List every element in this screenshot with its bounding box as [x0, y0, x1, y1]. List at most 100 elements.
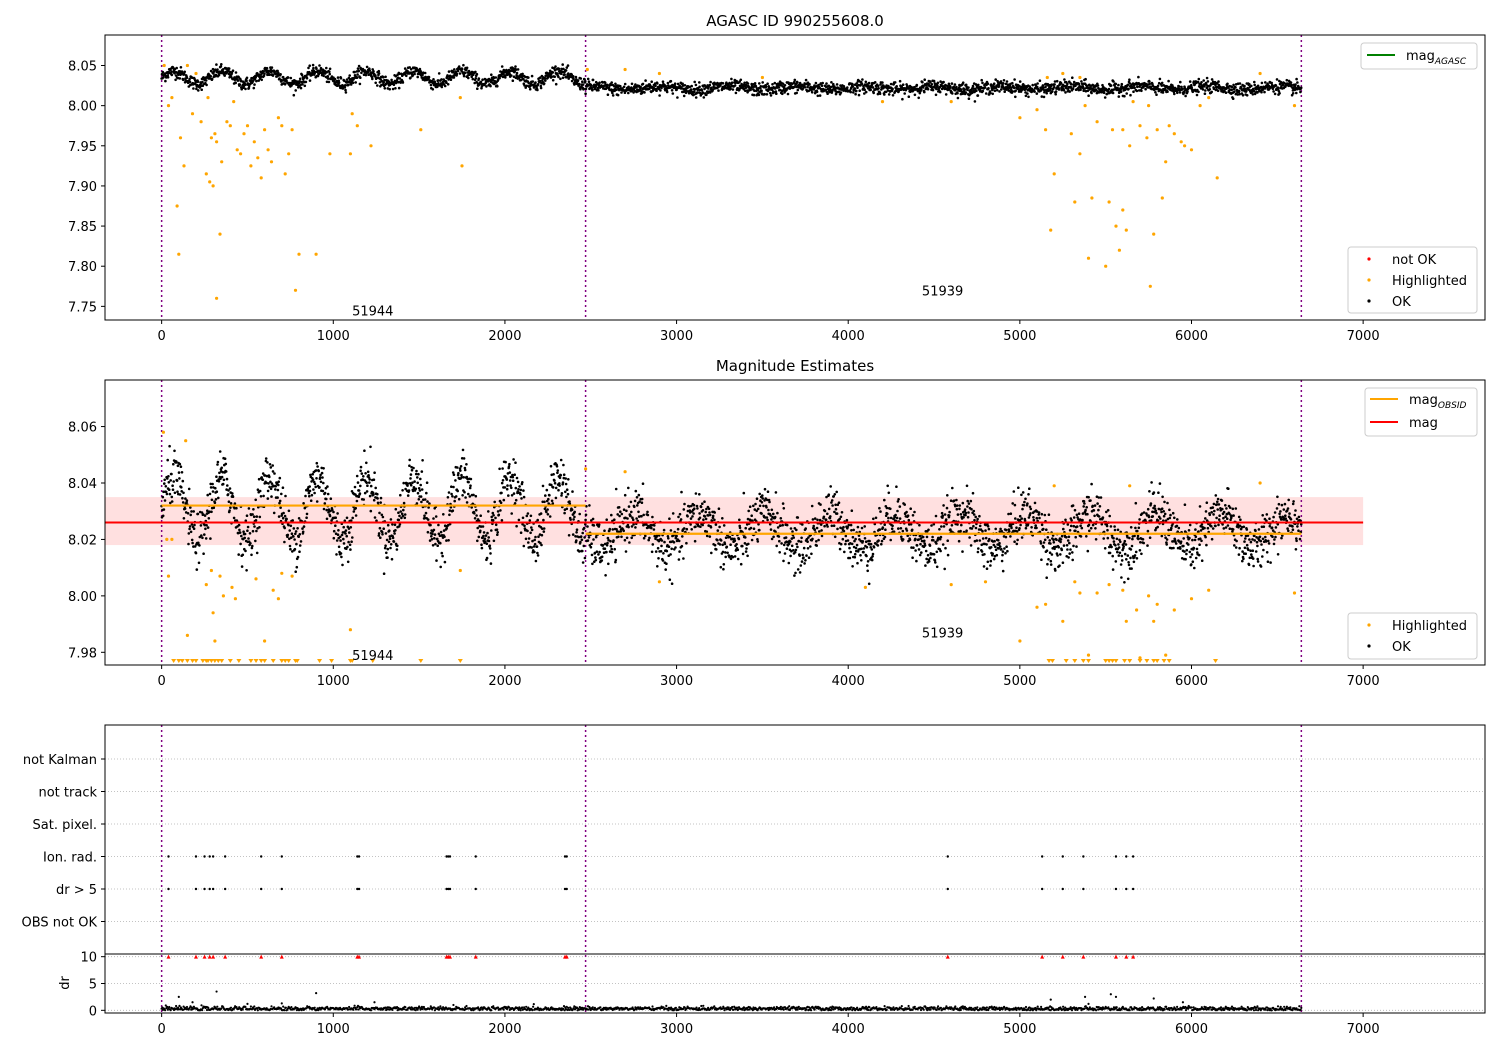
ok-point — [713, 543, 717, 547]
ok-point — [949, 85, 952, 88]
ok-point — [718, 525, 721, 529]
ok-point — [465, 501, 469, 504]
ok-point — [920, 88, 923, 91]
ok-point — [1144, 87, 1147, 91]
ok-point — [382, 76, 385, 79]
highlighted-point — [194, 71, 198, 76]
ok-point — [836, 527, 839, 531]
ok-point — [163, 482, 166, 485]
ok-point — [449, 78, 453, 81]
ok-point — [542, 518, 545, 522]
ok-point — [702, 518, 705, 521]
ok-point — [1179, 80, 1182, 84]
ok-point — [406, 494, 410, 497]
ok-point — [1035, 92, 1039, 95]
ok-point — [701, 509, 705, 512]
ok-point — [452, 473, 456, 477]
ok-point — [722, 563, 726, 566]
ok-point — [795, 91, 798, 95]
ok-point — [755, 497, 759, 501]
ok-point — [807, 89, 811, 93]
ok-point — [541, 500, 544, 504]
ok-point — [469, 477, 473, 481]
ok-point — [656, 565, 659, 568]
ok-point — [554, 65, 557, 68]
ok-point — [1252, 89, 1256, 93]
ok-point — [548, 494, 551, 497]
highlighted-point — [1073, 200, 1077, 204]
ok-point — [487, 510, 490, 513]
ok-point — [639, 85, 642, 89]
ok-point — [1299, 86, 1303, 89]
ok-point — [698, 493, 701, 496]
ok-point — [705, 534, 709, 538]
ok-point — [308, 489, 312, 493]
ok-point — [615, 88, 618, 92]
ok-point — [781, 523, 784, 527]
ok-point — [381, 515, 385, 519]
ok-point — [808, 82, 811, 86]
ok-point — [1216, 82, 1219, 85]
ok-point — [339, 535, 342, 539]
ok-point — [188, 527, 191, 531]
ok-point — [217, 496, 220, 500]
ok-point — [705, 530, 709, 533]
ok-point — [655, 534, 659, 537]
ok-point — [1256, 84, 1260, 88]
ok-point — [247, 537, 250, 540]
ok-point — [963, 88, 966, 91]
ok-point — [187, 532, 191, 535]
ok-point — [380, 530, 384, 534]
ok-point — [378, 81, 382, 84]
ok-point — [351, 536, 354, 539]
highlighted-point — [182, 164, 186, 168]
ok-point — [1290, 93, 1294, 97]
ok-point — [708, 513, 712, 517]
ok-point — [462, 457, 466, 460]
ok-point — [792, 536, 795, 539]
ok-point — [183, 70, 186, 74]
ok-point — [416, 476, 419, 479]
ok-point — [463, 490, 466, 494]
ok-point — [741, 552, 745, 556]
ok-point — [212, 72, 215, 75]
ok-point — [289, 547, 292, 551]
ok-point — [250, 546, 254, 550]
ok-point — [1114, 82, 1118, 86]
ok-point — [629, 500, 633, 504]
ok-point — [568, 500, 571, 503]
ok-point — [266, 461, 269, 464]
ok-point — [823, 509, 827, 513]
ok-point — [983, 86, 987, 89]
ok-point — [460, 67, 464, 71]
ok-point — [447, 491, 451, 494]
ok-point — [789, 554, 792, 558]
ok-point — [710, 86, 713, 90]
ok-point — [353, 485, 357, 489]
ok-point — [223, 74, 226, 77]
ok-point — [779, 83, 783, 87]
ok-point — [245, 79, 248, 83]
ok-point — [326, 77, 330, 80]
ok-point — [765, 93, 769, 96]
ok-point — [397, 511, 400, 514]
ok-point — [443, 535, 446, 538]
ok-point — [238, 528, 241, 532]
ok-point — [692, 512, 695, 515]
x-tick-label: 2000 — [488, 329, 521, 344]
ok-point — [402, 501, 406, 505]
ok-point — [393, 532, 396, 535]
ok-point — [493, 500, 497, 504]
ok-point — [770, 508, 774, 512]
ok-point — [364, 472, 367, 475]
ok-point — [421, 459, 424, 462]
highlighted-point — [1114, 224, 1118, 228]
ok-point — [791, 530, 794, 533]
ok-point — [1133, 86, 1136, 90]
ok-point — [622, 529, 625, 533]
ok-point — [170, 70, 173, 73]
ok-point — [483, 537, 487, 540]
highlighted-point — [1121, 208, 1125, 212]
ok-point — [1086, 89, 1090, 93]
ok-point — [408, 482, 412, 485]
